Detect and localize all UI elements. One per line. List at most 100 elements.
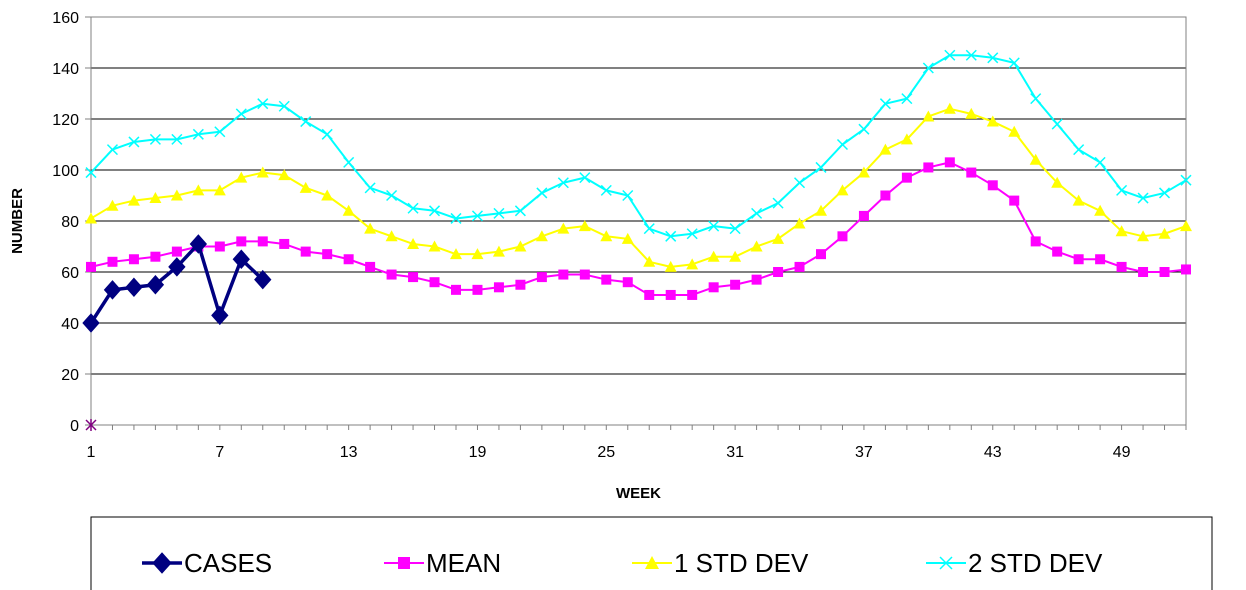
marker-triangle: [299, 181, 312, 193]
marker-x-stroke: [1094, 156, 1106, 168]
marker-triangle: [1051, 176, 1064, 188]
marker-x-stroke: [386, 189, 398, 202]
x-tick-label: 7: [215, 444, 224, 461]
marker-square: [601, 274, 612, 285]
marker-x-stroke: [343, 156, 355, 168]
marker-triangle: [85, 212, 97, 224]
marker-square: [966, 167, 977, 178]
marker-x: [235, 108, 247, 120]
marker-x: [106, 144, 119, 156]
marker-square: [214, 241, 225, 252]
marker-x-stroke: [149, 133, 161, 145]
marker-x-stroke: [1051, 118, 1063, 130]
y-tick-label: 0: [70, 418, 79, 435]
x-tick-label: 37: [855, 444, 873, 461]
marker-x-stroke: [450, 212, 462, 224]
marker-square: [1159, 267, 1170, 277]
marker-x-stroke: [901, 93, 913, 105]
marker-triangle: [1072, 194, 1085, 206]
marker-x-stroke: [729, 223, 741, 235]
marker-x-stroke: [815, 161, 827, 173]
marker-x-stroke: [879, 98, 891, 110]
marker-x-stroke: [944, 49, 956, 61]
marker-square: [128, 254, 139, 265]
series-cases: [82, 234, 272, 333]
marker-diamond: [152, 552, 172, 574]
legend-label: 2 STD DEV: [968, 548, 1103, 578]
marker-triangle: [943, 102, 956, 114]
marker-x: [536, 187, 548, 199]
marker-x-stroke: [278, 100, 290, 112]
marker-triangle: [256, 166, 269, 178]
marker-square: [429, 277, 440, 288]
series-1-std-dev: [85, 102, 1192, 272]
marker-x: [1180, 174, 1192, 186]
marker-diamond: [168, 257, 186, 277]
x-tick-label: 49: [1113, 444, 1131, 461]
marker-triangle: [1029, 153, 1042, 165]
legend-label: CASES: [184, 548, 272, 578]
marker-x: [939, 556, 953, 570]
marker-x: [1116, 184, 1128, 196]
y-tick-label: 140: [52, 61, 79, 78]
marker-x-stroke: [493, 207, 505, 219]
legend-item-2-std-dev: 2 STD DEV: [926, 548, 1103, 578]
series-line: [90, 54, 1187, 238]
marker-triangle: [127, 194, 140, 206]
y-tick-label: 80: [61, 214, 79, 231]
marker-x: [428, 205, 441, 217]
marker-x-stroke: [214, 126, 226, 138]
marker-square: [730, 279, 741, 290]
marker-square: [1116, 261, 1127, 272]
marker-x: [493, 207, 505, 219]
marker-square: [408, 272, 419, 283]
marker-x: [1137, 192, 1149, 204]
marker-triangle: [750, 240, 763, 252]
marker-x-stroke: [939, 556, 953, 570]
marker-x: [879, 98, 891, 110]
x-tick-label: 19: [469, 444, 487, 461]
marker-triangle: [514, 240, 527, 252]
marker-x: [793, 177, 806, 189]
marker-triangle: [879, 143, 892, 155]
marker-square: [987, 180, 998, 191]
marker-x-stroke: [321, 128, 333, 140]
marker-triangle: [686, 258, 699, 270]
marker-triangle: [836, 184, 849, 196]
marker-triangle: [342, 204, 355, 216]
x-tick-label: 31: [726, 444, 744, 461]
gridlines: [91, 16, 1186, 375]
marker-triangle: [278, 169, 291, 181]
marker-triangle: [578, 220, 591, 232]
marker-x: [600, 184, 612, 196]
marker-square: [794, 261, 805, 272]
marker-x: [751, 207, 763, 219]
marker-x: [987, 52, 999, 64]
marker-triangle: [707, 250, 720, 262]
marker-x-stroke: [836, 138, 849, 151]
marker-triangle: [235, 171, 248, 183]
marker-x: [343, 156, 355, 168]
marker-square: [451, 284, 461, 295]
y-tick-label: 20: [61, 367, 79, 384]
y-tick-label: 120: [52, 112, 79, 129]
marker-triangle: [428, 240, 441, 252]
marker-x: [622, 189, 634, 202]
marker-x: [514, 205, 526, 217]
legend-box: [90, 516, 1213, 590]
x-tick-label: 25: [597, 444, 615, 461]
marker-diamond: [82, 313, 100, 333]
marker-diamond: [125, 277, 143, 298]
marker-x: [579, 172, 591, 184]
marker-triangle: [450, 248, 462, 260]
marker-x-stroke: [643, 223, 655, 235]
marker-x: [364, 182, 376, 194]
series-mean: [86, 157, 1191, 300]
marker-x: [665, 230, 677, 242]
marker-x-stroke: [1180, 174, 1192, 186]
marker-x-stroke: [686, 228, 698, 240]
marker-triangle: [192, 184, 205, 196]
marker-x-stroke: [579, 172, 591, 184]
marker-x-stroke: [557, 177, 569, 189]
marker-diamond: [146, 274, 165, 295]
